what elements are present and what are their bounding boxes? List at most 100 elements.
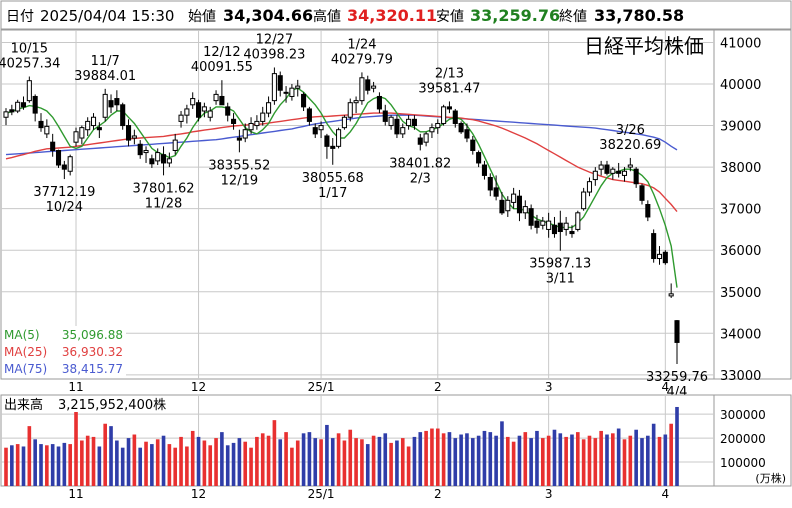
volume-bar xyxy=(39,444,43,486)
annotation-value: 38355.52 xyxy=(208,158,270,173)
volume-bar xyxy=(319,439,323,486)
price-tick-label: 37000 xyxy=(720,203,761,218)
price-tick-label: 40000 xyxy=(720,78,761,93)
volume-bar xyxy=(646,435,650,486)
candle xyxy=(155,148,161,166)
candle-body-down xyxy=(9,109,15,113)
peak-annotation: 38055.681/17 xyxy=(302,171,364,201)
ma-legend: MA(5) 35,096.88 MA(25) 36,930.32 MA(75) … xyxy=(2,326,126,378)
volume-bar xyxy=(517,435,522,486)
candle-body-down xyxy=(551,224,558,235)
volume-bar xyxy=(103,423,108,486)
candle-body-down xyxy=(120,104,126,127)
annotation-date: 1/24 xyxy=(347,37,376,52)
candle xyxy=(645,200,651,222)
volume-bar xyxy=(21,446,26,486)
candle xyxy=(73,127,79,147)
candle xyxy=(44,119,50,139)
candle-body-up xyxy=(522,206,528,214)
volume-bar xyxy=(500,421,504,486)
candle-body-up xyxy=(359,77,365,102)
datetime-value: 2025/04/04 15:30 xyxy=(40,7,174,25)
candle-body-down xyxy=(662,251,668,264)
candle-body-up xyxy=(388,116,394,127)
chart-title: 日経平均株価 xyxy=(584,34,704,58)
volume-bar xyxy=(400,438,405,486)
volume-bar xyxy=(430,428,434,486)
candle-body-up xyxy=(44,125,50,135)
candle-body-down xyxy=(446,106,452,110)
candle-body-down xyxy=(225,106,231,116)
candle xyxy=(470,135,476,155)
volume-bar xyxy=(657,436,662,486)
candle xyxy=(15,99,21,114)
candle-body-down xyxy=(417,137,423,145)
volume-bar xyxy=(628,435,633,486)
candle xyxy=(656,246,663,265)
candle xyxy=(452,108,458,128)
annotation-value: 40091.55 xyxy=(191,60,253,75)
candle xyxy=(347,98,353,122)
candle-body-down xyxy=(196,102,202,118)
volume-bar xyxy=(161,435,166,486)
volume-bar xyxy=(558,433,563,486)
candle-body-up xyxy=(353,100,359,104)
legend-ma5-name: MA(5) xyxy=(4,328,40,342)
annotation-date: 2/13 xyxy=(435,66,464,81)
volume-bar xyxy=(342,440,347,486)
volume-bar xyxy=(132,434,137,486)
candle xyxy=(102,88,108,122)
volume-bar xyxy=(214,438,218,486)
volume-bar xyxy=(85,435,90,486)
candle xyxy=(446,101,452,114)
volume-bar xyxy=(634,429,638,486)
candle xyxy=(336,127,342,149)
ma25-line xyxy=(5,112,678,213)
candle-body-up xyxy=(295,85,301,89)
x-axis-labels-price: 11 12 25/1 2 3 4 xyxy=(68,380,669,394)
candle-body-down xyxy=(674,320,680,343)
volume-bar xyxy=(669,423,673,486)
volume-bar xyxy=(10,445,14,486)
candle xyxy=(114,90,120,112)
volume-bar xyxy=(27,426,32,486)
candle-body-down xyxy=(616,170,622,174)
candle-body-down xyxy=(219,95,225,106)
annotation-value: 39581.47 xyxy=(418,81,480,96)
volume-tick-label: 100000 xyxy=(720,456,766,470)
candle xyxy=(254,115,260,130)
price-tick-label: 34000 xyxy=(720,327,761,342)
candle-body-up xyxy=(429,127,435,133)
price-panel xyxy=(0,29,792,380)
low-value: 33,259.76 xyxy=(470,6,560,25)
candle xyxy=(551,216,558,238)
candle xyxy=(277,71,283,97)
candle xyxy=(225,102,231,122)
volume-bar xyxy=(295,440,300,486)
x-tick-label: 25/1 xyxy=(308,380,335,394)
price-tick-label: 36000 xyxy=(720,244,761,259)
candle xyxy=(586,177,593,197)
volume-bar xyxy=(220,432,224,486)
candle xyxy=(522,200,528,220)
annotation-date: 2/3 xyxy=(410,171,431,186)
candle-body-down xyxy=(604,164,610,174)
candle xyxy=(271,67,277,105)
annotation-date: 12/12 xyxy=(203,45,240,60)
volume-bar xyxy=(348,429,353,486)
ma75-line xyxy=(5,114,678,156)
candle-body-down xyxy=(470,139,476,151)
candle-body-down xyxy=(330,145,336,149)
annotation-value: 37712.19 xyxy=(33,185,95,200)
close-label: 終値 xyxy=(559,9,587,25)
candle-body-up xyxy=(540,220,546,226)
candle xyxy=(662,250,668,265)
candle-body-up xyxy=(260,112,266,122)
volume-bar xyxy=(97,446,102,486)
candle-body-down xyxy=(382,110,388,122)
